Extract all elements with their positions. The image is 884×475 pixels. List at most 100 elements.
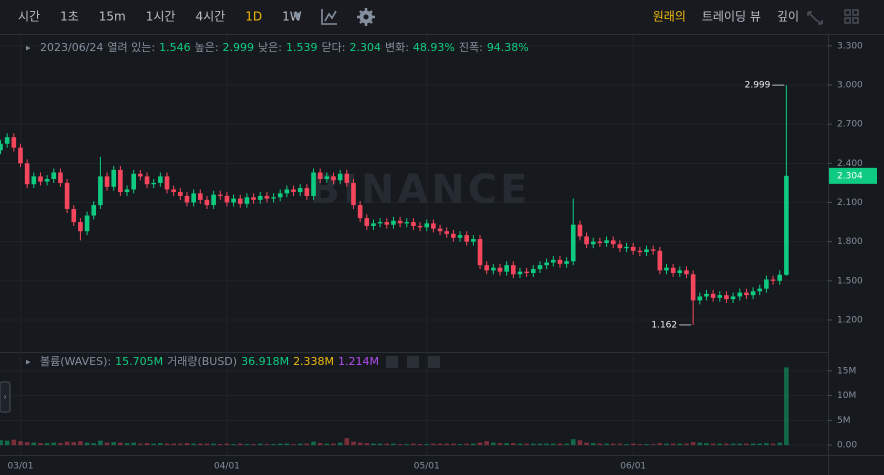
volume-bar (84, 442, 90, 446)
legend-text: 94.38% (487, 41, 529, 54)
legend-text: 열려 있는: (107, 41, 155, 54)
legend-text: 1.546 (159, 41, 191, 54)
candle-body (217, 194, 223, 196)
volume-bar (78, 441, 83, 446)
candle-body (11, 137, 17, 148)
candle-body (391, 220, 396, 225)
volume-bar (610, 443, 616, 446)
candle-body (664, 267, 669, 271)
legend: 2023/06/24 열려 있는: 1.546 높은: 2.999 낮은: 1.539 닫다:… (26, 41, 529, 368)
y-tick-label: 1.200 (837, 315, 863, 325)
volume-bar (690, 442, 696, 446)
candle-body (337, 173, 343, 181)
candle-body (144, 176, 150, 185)
volume-bar (98, 440, 103, 446)
dropdown-icon[interactable]: ▼ (293, 11, 301, 22)
candle-body (657, 250, 663, 271)
volume-bar (504, 443, 509, 446)
fullscreen-icon[interactable] (807, 11, 823, 25)
candle-body (377, 222, 383, 224)
volume-bar (291, 444, 296, 446)
interval-button[interactable]: 1시간 (146, 10, 176, 24)
settings-icon[interactable] (357, 8, 375, 26)
legend-text: 15.705M (115, 355, 163, 368)
candle-body (457, 235, 463, 238)
view-button[interactable]: 깊이 (777, 10, 799, 24)
volume-bar (231, 444, 236, 446)
interval-button[interactable]: 15m (99, 10, 126, 24)
x-tick-label: 06/01 (620, 462, 646, 472)
legend-text: 36.918M (241, 355, 289, 368)
volume-bar (684, 443, 689, 446)
volume-bar (491, 442, 496, 446)
volume-bar (237, 443, 243, 446)
candle-body (284, 189, 290, 194)
view-button[interactable]: 원래의 (653, 10, 686, 24)
volume-bar (657, 443, 663, 446)
high-marker: 2.999 (745, 81, 771, 91)
candle-body (244, 197, 250, 204)
interval-button[interactable]: 4시간 (195, 10, 225, 24)
candle-body (451, 233, 456, 238)
candle-body (178, 192, 183, 196)
volume-bar (44, 443, 50, 446)
volume-bar (144, 443, 150, 446)
layout-icon[interactable] (844, 9, 859, 24)
legend-text: 볼륨(WAVES): (40, 355, 111, 368)
volume-bar (564, 443, 569, 446)
candle-body (604, 240, 609, 243)
volume-bar (224, 443, 230, 446)
candle-body (617, 244, 623, 249)
indicator-icon[interactable] (321, 9, 337, 25)
interval-button[interactable]: 시간 (18, 10, 40, 24)
candle-body (18, 147, 23, 164)
volume-bar (24, 442, 30, 446)
candle-body (51, 172, 57, 179)
volume-bar (604, 443, 609, 446)
view-button[interactable]: 트레이딩 뷰 (702, 10, 761, 24)
volume-bar (18, 441, 23, 446)
volume-bar (544, 443, 549, 446)
candle-body (697, 296, 703, 301)
volume-bar (0, 440, 3, 446)
legend-button[interactable] (407, 356, 419, 368)
price-badge (829, 167, 877, 184)
candle-body (717, 295, 723, 298)
volume-bar (464, 443, 469, 446)
y-tick-label: 0.00 (837, 441, 857, 451)
volume-bar (277, 443, 283, 446)
volume-bar (617, 443, 623, 446)
volume-bar (411, 443, 416, 446)
interval-button[interactable]: 1W (282, 10, 302, 24)
candle-body (384, 222, 390, 225)
volume-bar (624, 444, 629, 446)
interval-button[interactable]: 1초 (60, 10, 79, 24)
volume-bar (211, 443, 216, 446)
candle-body (597, 241, 603, 243)
volume-bar (431, 443, 436, 446)
candle-body (757, 288, 763, 292)
legend-text: 거래량(BUSD) (167, 355, 237, 368)
candle-body (517, 271, 523, 275)
collapse-arrow[interactable]: › (3, 393, 7, 403)
candle-body (211, 194, 216, 206)
legend-button[interactable] (386, 356, 398, 368)
legend-text: 2.999 (223, 41, 255, 54)
volume-bar (131, 442, 136, 446)
candle-body (531, 269, 536, 273)
legend-text: 닫다: (322, 41, 346, 54)
volume-bar (64, 441, 70, 446)
interval-button[interactable]: 1D (245, 10, 262, 24)
candle-body (431, 223, 436, 229)
volume-bar (511, 443, 516, 446)
candle-body (417, 225, 423, 228)
candle-body (78, 222, 83, 232)
legend-button[interactable] (428, 356, 440, 368)
collapse-tab[interactable] (0, 381, 11, 413)
candle-body (331, 176, 336, 181)
candle-body (684, 270, 689, 275)
y-tick-label: 5M (837, 416, 851, 426)
candle-body (471, 239, 476, 242)
candle-body (291, 189, 296, 193)
